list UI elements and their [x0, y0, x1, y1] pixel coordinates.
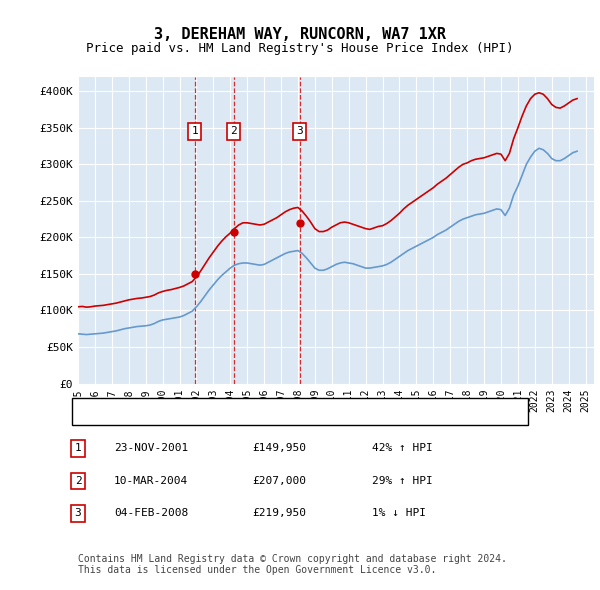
Text: Price paid vs. HM Land Registry's House Price Index (HPI): Price paid vs. HM Land Registry's House …: [86, 42, 514, 55]
Text: 3, DEREHAM WAY, RUNCORN, WA7 1XR (detached house): 3, DEREHAM WAY, RUNCORN, WA7 1XR (detach…: [114, 402, 445, 412]
Text: Contains HM Land Registry data © Crown copyright and database right 2024.
This d: Contains HM Land Registry data © Crown c…: [78, 553, 507, 575]
Text: 1% ↓ HPI: 1% ↓ HPI: [372, 509, 426, 518]
Text: 29% ↑ HPI: 29% ↑ HPI: [372, 476, 433, 486]
Text: 3, DEREHAM WAY, RUNCORN, WA7 1XR: 3, DEREHAM WAY, RUNCORN, WA7 1XR: [154, 27, 446, 41]
Text: 1: 1: [191, 126, 198, 136]
Text: 2: 2: [74, 476, 82, 486]
Text: 3: 3: [74, 509, 82, 518]
Text: HPI: Average price, detached house, Halton: HPI: Average price, detached house, Halt…: [114, 415, 398, 425]
Text: 23-NOV-2001: 23-NOV-2001: [114, 444, 188, 453]
Text: 42% ↑ HPI: 42% ↑ HPI: [372, 444, 433, 453]
Text: £149,950: £149,950: [252, 444, 306, 453]
Text: 2: 2: [230, 126, 237, 136]
Text: 1: 1: [74, 444, 82, 453]
Text: 3: 3: [296, 126, 303, 136]
Text: 04-FEB-2008: 04-FEB-2008: [114, 509, 188, 518]
Text: 10-MAR-2004: 10-MAR-2004: [114, 476, 188, 486]
Text: £207,000: £207,000: [252, 476, 306, 486]
Text: £219,950: £219,950: [252, 509, 306, 518]
